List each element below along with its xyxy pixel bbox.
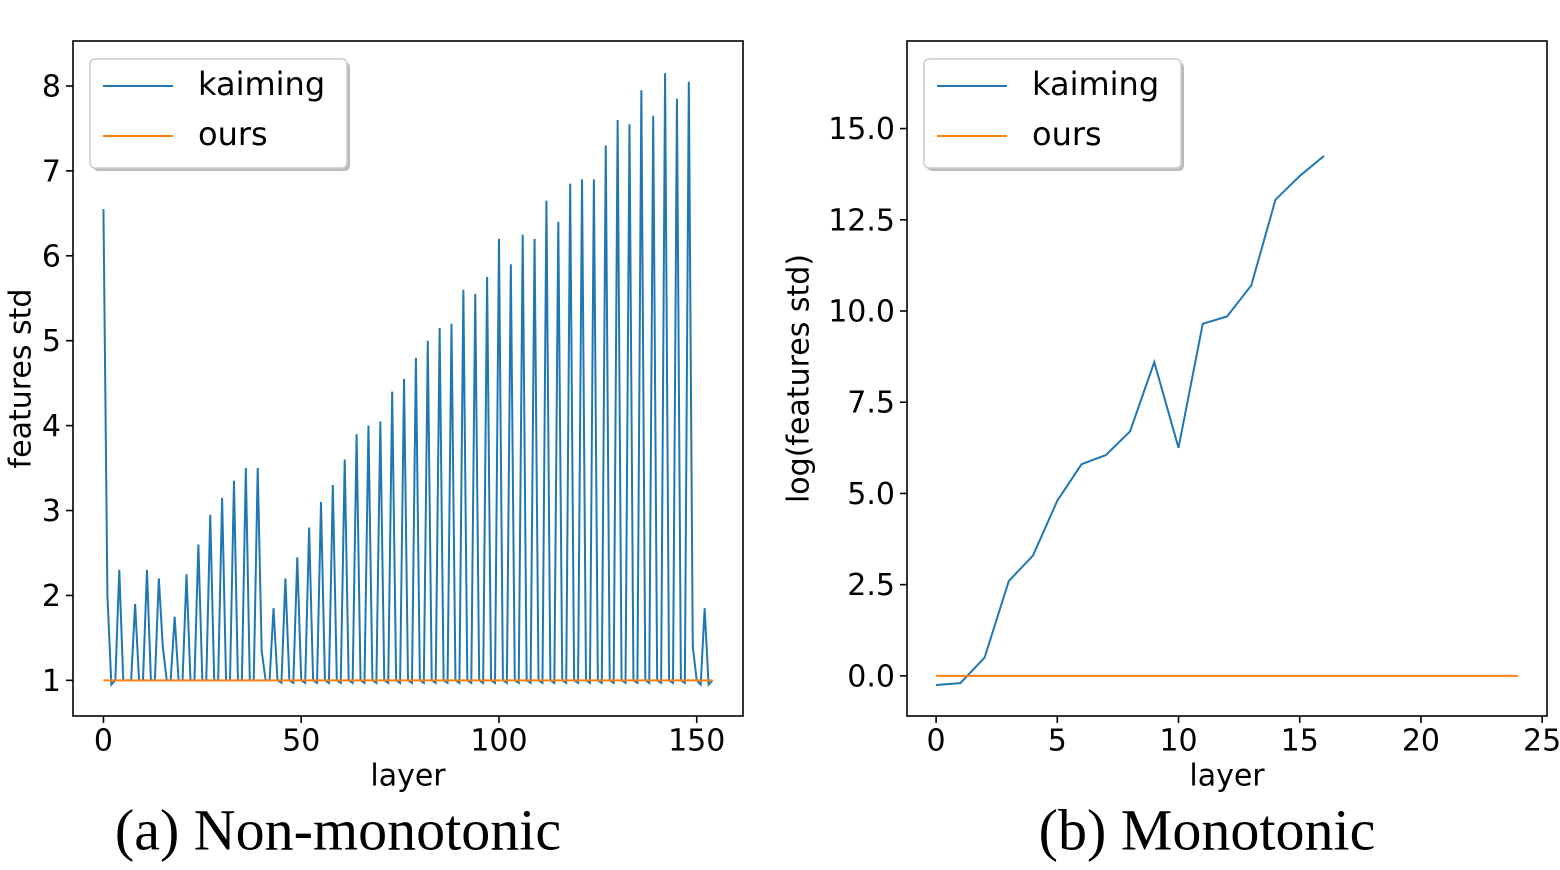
y-tick-label: 2.5 [847, 568, 895, 603]
x-tick-label: 15 [1281, 724, 1319, 759]
y-tick-label: 1 [42, 664, 61, 699]
x-tick-label: 10 [1159, 724, 1197, 759]
legend: kaiming ours [89, 58, 350, 171]
y-tick-label: 10.0 [828, 295, 895, 330]
y-tick-label: 4 [42, 409, 61, 444]
y-tick-label: 5.0 [847, 477, 895, 512]
subplot: 0 5 10 15 20 25 0.0 2.5 5.0 7.5 10.0 12.5 15.0 layer l… [782, 40, 1560, 862]
y-tick-label: 6 [42, 239, 61, 274]
y-tick-label: 8 [42, 70, 61, 105]
x-tick-label: 0 [94, 724, 113, 759]
x-tick-label: 100 [470, 724, 527, 759]
x-tick-label: 20 [1402, 724, 1440, 759]
y-tick-label: 0.0 [847, 659, 895, 694]
legend-label: ours [1032, 115, 1102, 153]
y-tick-label: 12.5 [828, 203, 895, 238]
series-line [936, 155, 1325, 686]
x-axis-label: layer [370, 759, 446, 794]
x-tick-label: 25 [1523, 724, 1560, 759]
y-axis-label: log(features std) [782, 254, 817, 503]
y-tick-label: 3 [42, 494, 61, 529]
x-tick-label: 150 [668, 724, 725, 759]
x-axis-label: layer [1189, 759, 1265, 794]
legend: kaiming ours [923, 58, 1184, 171]
y-tick-label: 7 [42, 154, 61, 189]
y-tick-label: 7.5 [847, 386, 895, 421]
legend-label: ours [198, 115, 268, 153]
legend-label: kaiming [198, 65, 325, 103]
caption: (b) Monotonic [1039, 797, 1376, 862]
y-tick-label: 15.0 [828, 112, 895, 147]
subplot: 0 50 100 150 1 2 3 4 5 6 7 8 layer features std (a) No… [4, 40, 744, 862]
x-tick-label: 50 [282, 724, 320, 759]
x-tick-label: 5 [1048, 724, 1067, 759]
x-tick-label: 0 [927, 724, 946, 759]
y-tick-label: 2 [42, 579, 61, 614]
y-tick-label: 5 [42, 324, 61, 359]
legend-label: kaiming [1032, 65, 1159, 103]
axes-frame [906, 40, 1548, 717]
y-axis-label: features std [4, 289, 39, 469]
axes-frame [72, 40, 744, 717]
caption: (a) Non-monotonic [115, 797, 561, 862]
